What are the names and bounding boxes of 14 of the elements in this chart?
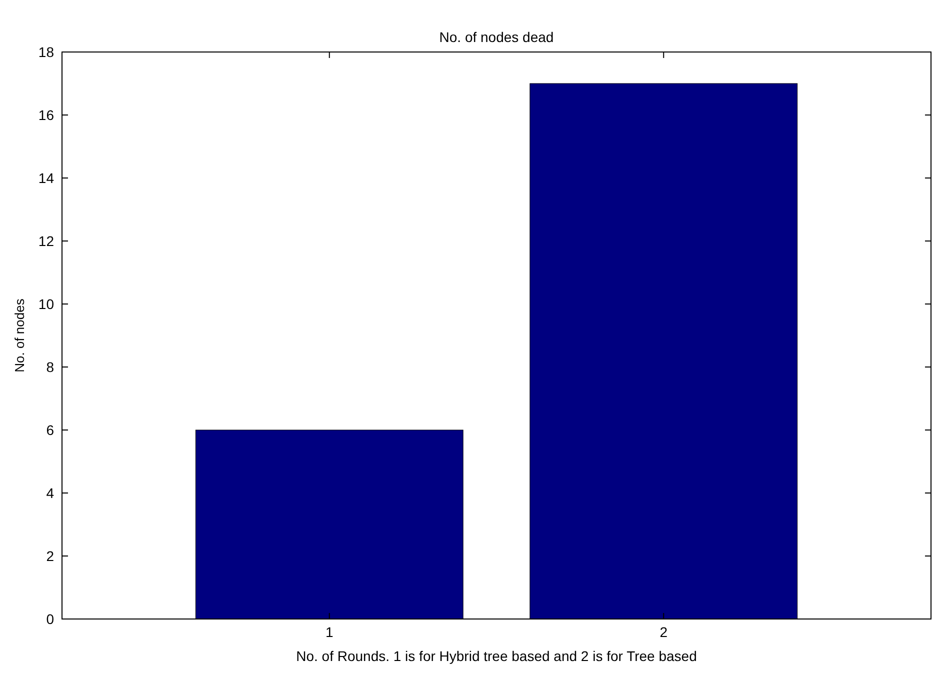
y-tick-label: 2: [46, 548, 54, 564]
y-tick-label: 14: [38, 170, 54, 186]
x-axis-title: No. of Rounds. 1 is for Hybrid tree based and 2 is for Tree based: [296, 648, 697, 664]
y-tick-label: 18: [38, 44, 54, 60]
chart-title: No. of nodes dead: [439, 29, 554, 45]
y-tick-label: 12: [38, 232, 54, 249]
y-tick-label: 10: [38, 296, 54, 312]
y-tick-label: 16: [38, 106, 54, 123]
y-axis-title: No. of nodes: [12, 298, 27, 372]
y-tick-label: 8: [46, 358, 54, 375]
y-tick-label: 0: [46, 610, 54, 627]
x-tick-label: 1: [325, 624, 334, 640]
y-tick-label: 6: [46, 422, 54, 438]
y-tick-label: 4: [46, 484, 54, 501]
